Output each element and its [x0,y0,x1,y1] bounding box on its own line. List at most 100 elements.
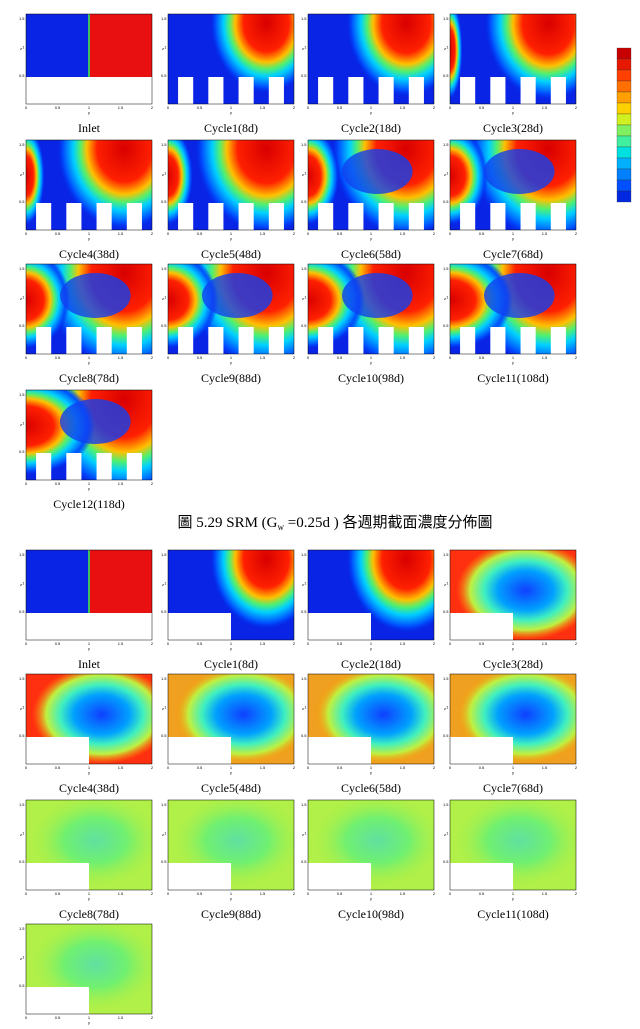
block [490,77,506,104]
block [308,613,371,640]
x-tick-label: 0 [449,105,452,110]
x-tick-label: 1.5 [542,105,548,110]
contour-image [308,800,434,890]
contour-image [168,550,294,640]
y-tick-label: 1.5 [161,676,167,681]
plot-frame [307,139,435,231]
x-tick-label: 1.5 [400,641,406,646]
y-axis-label: z [20,706,22,711]
panel-label: Cycle3(28d) [483,657,543,671]
x-tick-label: 2 [575,355,578,360]
y-tick-label: 1 [164,295,167,300]
y-tick-label: 0.5 [19,199,25,204]
contour-image [26,924,152,1014]
y-tick-label: 0.5 [161,609,167,614]
x-tick-label: 0 [307,355,310,360]
y-tick-label: 0.5 [19,609,25,614]
contour-image [26,14,152,104]
block [520,203,536,230]
x-tick-label: 1 [512,765,515,770]
y-tick-label: 1.5 [19,802,25,807]
block [268,327,284,354]
caption-text: 圖 5.29 SRM (G [178,514,278,531]
x-axis-label: y [512,236,514,241]
interface [88,14,90,104]
plot-frame [25,139,153,231]
x-tick-label: 0 [167,891,170,896]
x-tick-label: 1 [88,105,91,110]
block [168,613,231,640]
contour-image [168,264,294,354]
x-tick-label: 2 [151,481,154,486]
y-tick-label: 0.5 [443,73,449,78]
panel-label: Cycle5(48d) [201,781,261,795]
block [450,863,513,890]
interface [88,550,90,640]
block [36,203,52,230]
panel-label: Cycle1(8d) [204,121,258,135]
x-tick-label: 2 [433,641,436,646]
x-tick-label: 1.5 [542,231,548,236]
x-tick-label: 1 [512,891,515,896]
x-tick-label: 1 [230,641,233,646]
panel-label: Cycle6(58d) [341,781,401,795]
x-tick-label: 0.5 [197,641,203,646]
contour-plot: 0 0.5 1 1.5 2 y 0.5 1 1.5 z Inlet [19,549,154,671]
x-tick-label: 1 [370,105,373,110]
colorbar-swatch [616,91,632,104]
contour-plot: 0 0.5 1 1.5 2 y 0.5 1 1.5 z Cycle4(38d) [19,139,154,261]
x-tick-label: 0 [449,891,452,896]
contour-image [26,550,152,640]
x-tick-label: 2 [293,891,296,896]
plume [450,14,463,100]
y-axis-label: z [162,832,164,837]
block [348,77,364,104]
plot-frame [307,549,435,641]
y-axis-label: z [162,296,164,301]
eddy [60,399,131,444]
contour-plot: 0 0.5 1 1.5 2 y 0.5 1 1.5 z Cycle7(68d) [443,673,578,795]
y-tick-label: 1.5 [443,552,449,557]
x-tick-label: 0.5 [55,231,61,236]
x-tick-label: 1 [512,355,515,360]
contour-plot: 0 0.5 1 1.5 2 y 0.5 1 1.5 z Cycle3(28d) [443,13,578,135]
x-tick-label: 0.5 [197,355,203,360]
x-tick-label: 1.5 [542,765,548,770]
block [96,203,112,230]
colorbar-swatch [616,168,632,181]
contour-image [450,800,576,890]
block [208,327,224,354]
plot-frame [167,549,295,641]
x-tick-label: 1 [88,481,91,486]
y-tick-label: 1.5 [301,552,307,557]
block [348,327,364,354]
x-tick-label: 2 [433,765,436,770]
eddy [202,273,273,318]
x-tick-label: 2 [151,105,154,110]
panel-label: Cycle8(78d) [59,371,119,385]
y-tick-label: 1 [22,421,25,426]
x-tick-label: 2 [575,641,578,646]
panel-label: Cycle5(48d) [201,247,261,261]
block [460,327,476,354]
y-tick-label: 1 [304,45,307,50]
panel-label: Cycle9(88d) [201,371,261,385]
block [208,203,224,230]
contour-image [26,264,152,354]
y-tick-label: 1 [164,171,167,176]
x-tick-label: 2 [433,355,436,360]
y-tick-label: 0.5 [301,199,307,204]
plot-frame [307,799,435,891]
x-tick-label: 1.5 [542,641,548,646]
y-tick-label: 0.5 [19,323,25,328]
block [520,327,536,354]
contour-plot: 0 0.5 1 1.5 2 y 0.5 1 1.5 z Cycle3(28d) [443,549,578,671]
block [268,203,284,230]
colorbar-swatch [616,124,632,137]
contour-plot: 0 0.5 1 1.5 2 y 0.5 1 1.5 z Cycle6(58d) [301,673,436,795]
block [26,737,89,764]
y-tick-label: 1 [304,171,307,176]
block [178,77,194,104]
x-tick-label: 1.5 [118,231,124,236]
contour-image [450,140,576,230]
